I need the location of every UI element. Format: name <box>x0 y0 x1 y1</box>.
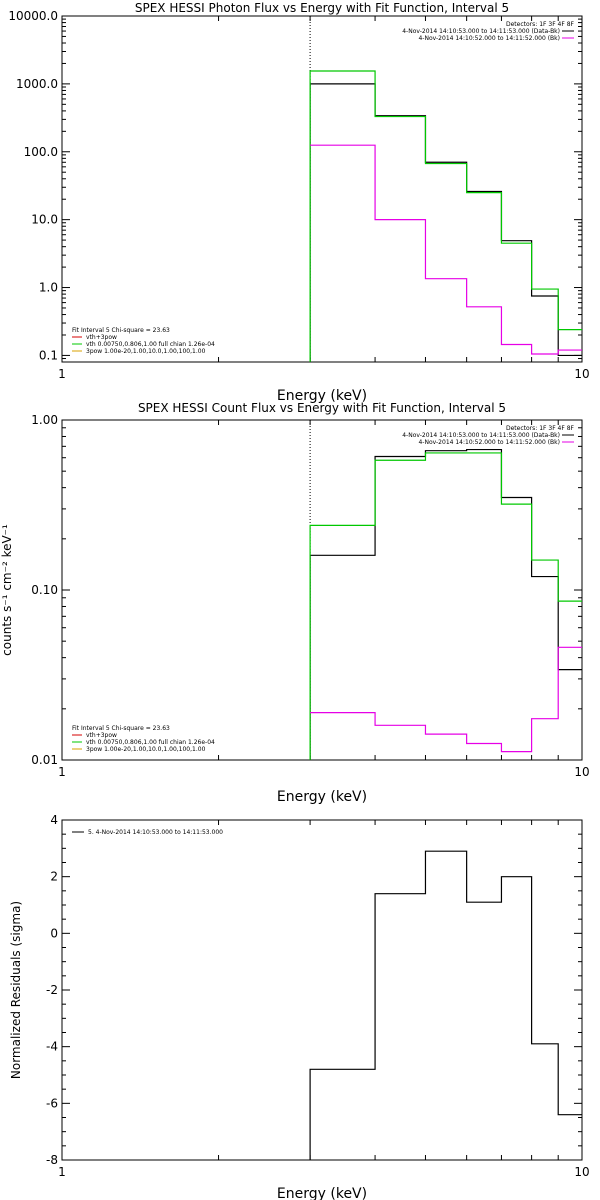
legend-entry: vth+3pow <box>86 334 117 341</box>
y-tick-label: 10000.0 <box>8 9 58 23</box>
legend-entry: 4-Nov-2014 14:10:52.000 to 14:11:52.000 … <box>418 439 560 446</box>
series-line <box>309 448 582 760</box>
y-tick-label: 100.0 <box>24 145 58 159</box>
y-tick-label: 1.00 <box>31 413 58 427</box>
residuals-panel: Energy (keV) Normalized Residuals (sigma… <box>9 813 590 1200</box>
x-tick-label: 10 <box>574 367 589 381</box>
y-tick-label: -8 <box>46 1153 58 1167</box>
legend-entry: vth 0.00750,0.806,1.00 full chian 1.26e-… <box>86 341 215 348</box>
x-axis-label: Energy (keV) <box>277 388 367 404</box>
y-tick-label: 0.1 <box>39 348 58 362</box>
x-tick-label: 1 <box>58 367 66 381</box>
legend-header: Fit Interval 5 Chi-square = 23.63 <box>72 725 170 732</box>
plot-frame <box>61 419 583 761</box>
y-tick-label: 0.01 <box>31 753 58 767</box>
legend-header: Detectors: 1F 3F 4F 8F <box>506 21 575 28</box>
y-tick-label: 2 <box>50 870 58 884</box>
x-tick-label: 1 <box>58 765 66 779</box>
y-tick-label: -6 <box>46 1096 58 1110</box>
count-flux-panel: SPEX HESSI Count Flux vs Energy with Fit… <box>0 401 590 805</box>
series-line <box>309 850 582 1160</box>
y-tick-label: 1000.0 <box>16 77 58 91</box>
y-tick-label: -4 <box>46 1040 58 1054</box>
series-line <box>309 452 582 760</box>
legend-header: Fit Interval 5 Chi-square = 23.63 <box>72 327 170 334</box>
series-line <box>310 144 582 355</box>
x-tick-label: 1 <box>58 1165 66 1179</box>
legend-header: Detectors: 1F 3F 4F 8F <box>506 425 575 432</box>
y-axis-label: counts s⁻¹ cm⁻² keV⁻¹ <box>0 524 14 656</box>
y-tick-label: 0 <box>50 926 58 940</box>
y-tick-label: 10.0 <box>31 213 58 227</box>
y-axis-label: Normalized Residuals (sigma) <box>9 901 23 1079</box>
series-line <box>310 646 582 753</box>
legend-entry: 4-Nov-2014 14:10:53.000 to 14:11:53.000 … <box>402 432 560 439</box>
y-tick-label: 1.0 <box>39 281 58 295</box>
legend-entry: vth+3pow <box>86 732 117 739</box>
residuals-plot: -8 -6 -4 -2 0 2 4 1 10 5. 4-Nov-2014 14:10:53.000… <box>46 813 590 1179</box>
photon-flux-plot: 0.1 1.0 10.0 100.0 1000.0 10000.0 1 10 Detectors… <box>8 9 589 381</box>
photon-flux-panel: SPEX HESSI Photon Flux vs Energy with Fi… <box>8 1 589 404</box>
series-line <box>309 83 582 362</box>
legend-entry: 4-Nov-2014 14:10:53.000 to 14:11:53.000 … <box>402 28 560 35</box>
x-tick-label: 10 <box>574 765 589 779</box>
plot-frame <box>61 819 583 1161</box>
x-tick-label: 10 <box>574 1165 589 1179</box>
y-tick-label: -2 <box>46 983 58 997</box>
legend-entry: 4-Nov-2014 14:10:52.000 to 14:11:52.000 … <box>418 35 560 42</box>
legend-entry: 3pow 1.00e-20,1.00,10.0,1.00,100,1.00 <box>86 348 206 355</box>
y-tick-label: 0.10 <box>31 583 58 597</box>
plot-frame <box>61 15 583 363</box>
series-line <box>309 70 582 362</box>
legend-entry: 3pow 1.00e-20,1.00,10.0,1.00,100,1.00 <box>86 746 206 753</box>
x-axis-label: Energy (keV) <box>277 1186 367 1200</box>
legend-entry: 5. 4-Nov-2014 14:10:53.000 to 14:11:53.0… <box>88 829 223 836</box>
legend-entry: vth 0.00750,0.806,1.00 full chian 1.26e-… <box>86 739 215 746</box>
panel-title: SPEX HESSI Count Flux vs Energy with Fit… <box>138 401 506 415</box>
x-axis-label: Energy (keV) <box>277 789 367 805</box>
panel-title: SPEX HESSI Photon Flux vs Energy with Fi… <box>135 1 509 15</box>
y-tick-label: 4 <box>50 813 58 827</box>
